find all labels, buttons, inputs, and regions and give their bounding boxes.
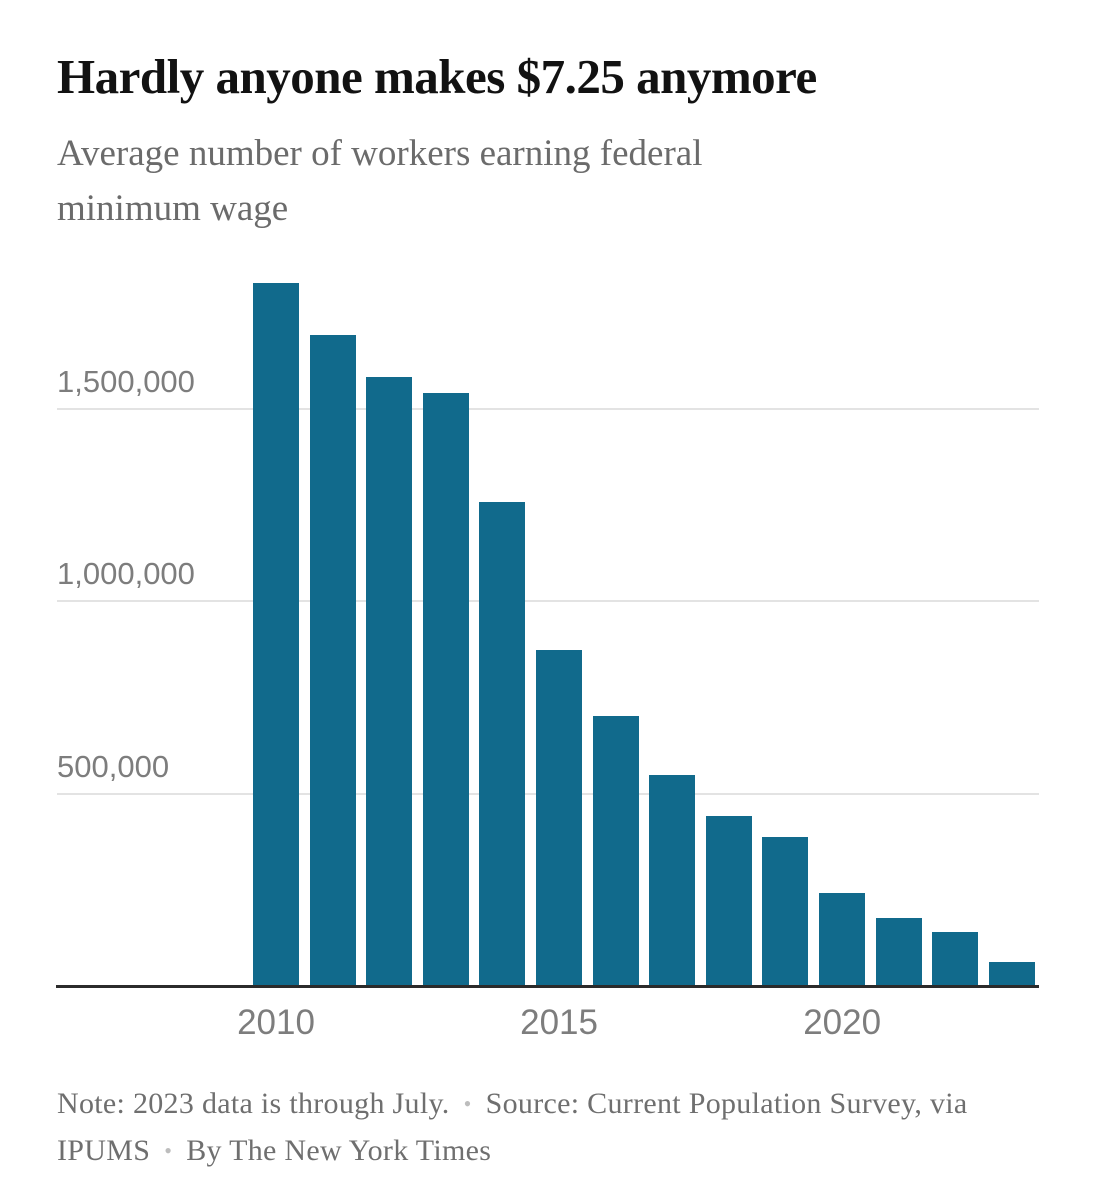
x-axis-line xyxy=(56,985,1039,988)
chart-title: Hardly anyone makes $7.25 anymore xyxy=(57,49,817,104)
bar-2019 xyxy=(762,836,809,987)
y-tick-label: 500,000 xyxy=(57,748,170,784)
footer-byline: By The New York Times xyxy=(186,1134,492,1167)
bar-2010 xyxy=(253,283,299,987)
separator-dot-icon: • xyxy=(463,1091,472,1116)
bar-2012 xyxy=(366,377,413,987)
x-tick-label-2010: 2010 xyxy=(237,1003,315,1042)
chart-subtitle: Average number of workers earning federa… xyxy=(57,133,703,229)
chart-footer: Note: 2023 data is through July. • Source:… xyxy=(57,1080,987,1174)
gridline-1,000,000 xyxy=(57,600,1039,603)
x-tick-label-2015: 2015 xyxy=(520,1003,598,1042)
bar-2020 xyxy=(819,892,866,987)
bar-2013 xyxy=(422,392,469,987)
x-tick-label-2020: 2020 xyxy=(803,1003,882,1042)
bar-2023 xyxy=(988,962,1035,987)
bar-2018 xyxy=(705,815,752,987)
y-tick-label: 1,500,000 xyxy=(57,364,195,400)
bar-2016 xyxy=(592,715,639,987)
separator-dot-icon: • xyxy=(164,1138,173,1163)
bars-row xyxy=(253,260,1035,987)
y-tick-label: 1,000,000 xyxy=(57,556,195,592)
footer-source: Source: Current Population Survey, via I… xyxy=(57,1087,968,1167)
footer-note: Note: 2023 data is through July. xyxy=(57,1087,450,1120)
gridline-1,500,000 xyxy=(57,408,1039,411)
bar-2014 xyxy=(479,502,526,987)
bar-2011 xyxy=(309,335,356,987)
bar-2015 xyxy=(536,650,583,987)
plot-area: 500,000 1,000,000 1,500,000 2010 2015 2020 xyxy=(56,260,1039,1042)
bar-2021 xyxy=(875,917,922,987)
bar-2017 xyxy=(649,775,696,987)
bar-2022 xyxy=(932,932,979,987)
